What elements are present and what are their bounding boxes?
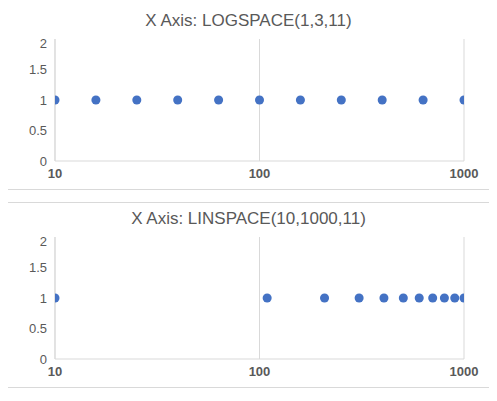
svg-text:100: 100 bbox=[249, 166, 271, 181]
svg-text:0: 0 bbox=[40, 154, 47, 169]
svg-text:0.5: 0.5 bbox=[29, 321, 47, 336]
svg-text:10: 10 bbox=[48, 364, 62, 379]
svg-text:1: 1 bbox=[40, 291, 47, 306]
html-text:X Axis: LOGSPACE(1,3,11): X Axis: LOGSPACE(1,3,11) bbox=[145, 11, 352, 30]
svg-text:2: 2 bbox=[40, 234, 47, 249]
svg-text:0.5: 0.5 bbox=[29, 123, 47, 138]
svg-text:1000: 1000 bbox=[450, 166, 479, 181]
html-text:X Axis: LINSPACE(10,1000,11): X Axis: LINSPACE(10,1000,11) bbox=[131, 209, 366, 228]
svg-text:2: 2 bbox=[40, 36, 47, 51]
svg-text:1.5: 1.5 bbox=[29, 62, 47, 77]
svg-text:10: 10 bbox=[48, 166, 62, 181]
svg-text:1000: 1000 bbox=[450, 364, 479, 379]
svg-text:1.5: 1.5 bbox=[29, 260, 47, 275]
svg-text:100: 100 bbox=[249, 364, 271, 379]
svg-text:0: 0 bbox=[40, 352, 47, 367]
svg-text:1: 1 bbox=[40, 93, 47, 108]
